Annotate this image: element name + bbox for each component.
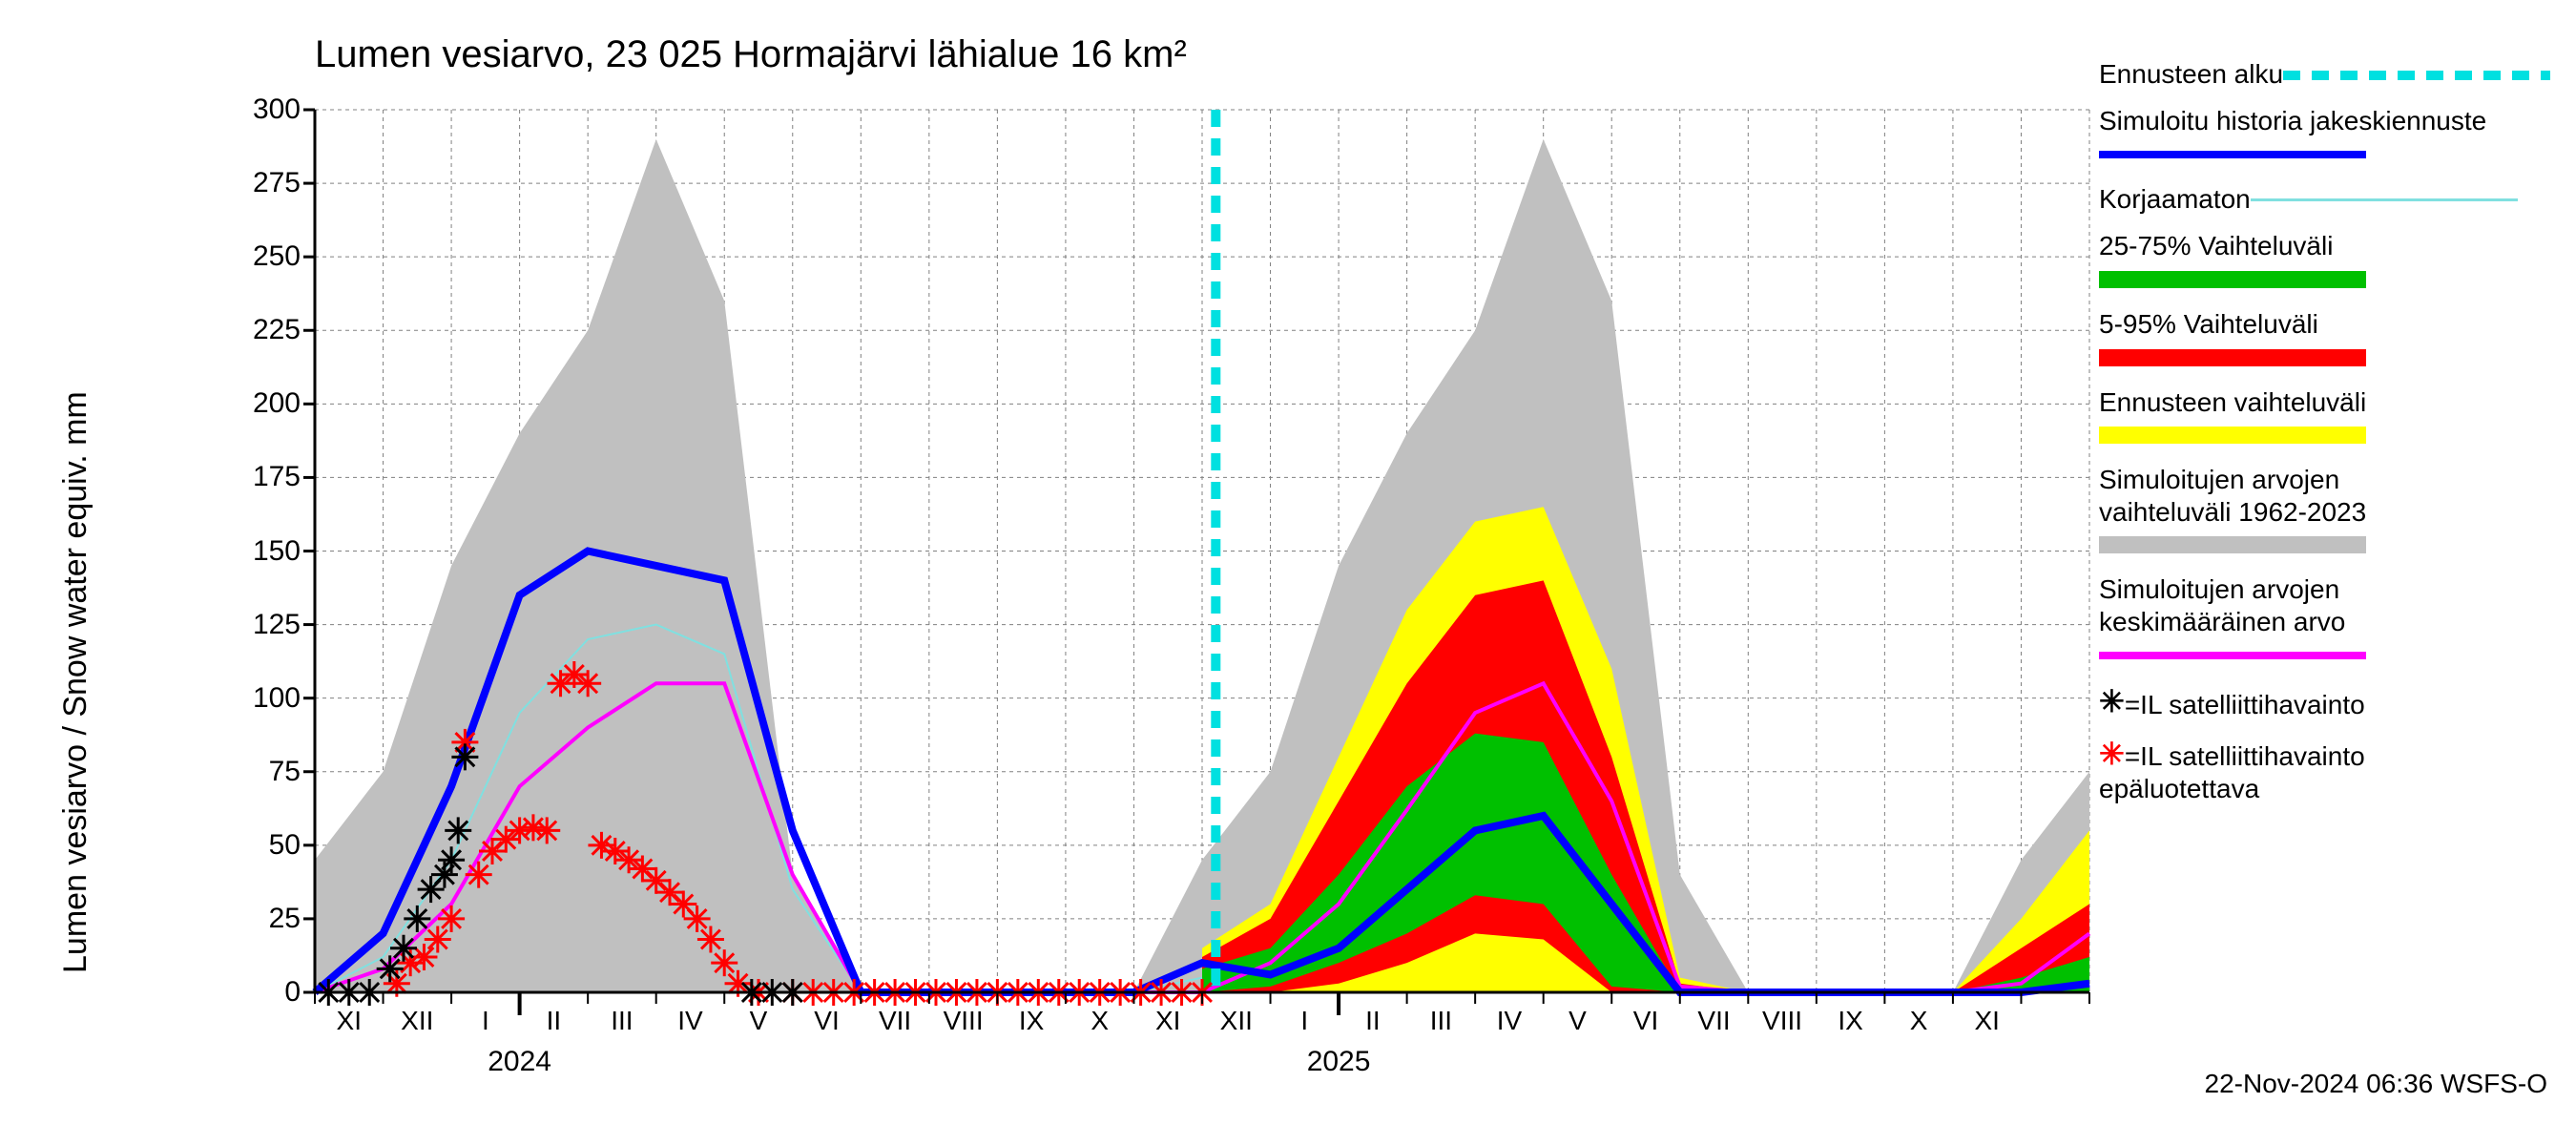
x-month-tick: XII — [379, 1006, 455, 1036]
x-month-tick: XI — [311, 1006, 387, 1036]
legend-item: Ennusteen alku — [2099, 57, 2576, 90]
x-month-tick: I — [447, 1006, 524, 1036]
legend-swatch — [2099, 427, 2366, 444]
legend-item: Simuloitujen arvojenvaihteluväli 1962-20… — [2099, 464, 2576, 558]
x-month-tick: VI — [789, 1006, 865, 1036]
x-month-tick: VIII — [925, 1006, 1002, 1036]
chart-footer: 22-Nov-2024 06:36 WSFS-O — [2205, 1069, 2548, 1099]
y-tick: 75 — [210, 756, 301, 788]
x-month-tick: II — [1335, 1006, 1411, 1036]
y-tick: 125 — [210, 609, 301, 641]
legend: Ennusteen alkuSimuloitu historia jakeski… — [2099, 57, 2576, 820]
y-tick: 0 — [210, 976, 301, 1009]
y-tick: 100 — [210, 682, 301, 715]
legend-label: epäluotettava — [2099, 774, 2259, 804]
y-tick: 275 — [210, 167, 301, 199]
x-month-tick: II — [515, 1006, 592, 1036]
legend-item: Simuloitu historia jakeskiennuste — [2099, 105, 2576, 168]
x-month-tick: XI — [1130, 1006, 1206, 1036]
legend-label: Ennusteen alku — [2099, 59, 2283, 90]
legend-label: Ennusteen vaihteluväli — [2099, 387, 2366, 418]
legend-label: Simuloitujen arvojen — [2099, 465, 2339, 495]
x-year-tick: 2025 — [1281, 1046, 1396, 1078]
x-month-tick: IV — [652, 1006, 728, 1036]
legend-swatch — [2099, 536, 2366, 553]
x-month-tick: XI — [1949, 1006, 2025, 1036]
x-month-tick: V — [720, 1006, 797, 1036]
legend-swatch — [2283, 71, 2550, 80]
legend-swatch — [2099, 271, 2366, 288]
x-year-tick: 2024 — [463, 1046, 577, 1078]
x-month-tick: X — [1880, 1006, 1957, 1036]
x-month-tick: IX — [993, 1006, 1070, 1036]
legend-label: keskimääräinen arvo — [2099, 607, 2345, 637]
x-month-tick: VII — [1676, 1006, 1753, 1036]
y-tick: 175 — [210, 461, 301, 493]
legend-label: Simuloitujen arvojen — [2099, 574, 2339, 605]
legend-swatch — [2251, 198, 2518, 201]
legend-label: vaihteluväli 1962-2023 — [2099, 497, 2366, 528]
legend-swatch — [2099, 151, 2366, 158]
legend-label: =IL satelliittihavainto — [2125, 741, 2365, 772]
x-month-tick: IX — [1813, 1006, 1889, 1036]
y-tick: 25 — [210, 903, 301, 935]
legend-item: 25-75% Vaihteluväli — [2099, 230, 2576, 293]
y-tick: 150 — [210, 535, 301, 568]
legend-label: 5-95% Vaihteluväli — [2099, 309, 2318, 340]
y-tick: 200 — [210, 387, 301, 420]
legend-label: =IL satelliittihavainto — [2125, 690, 2365, 720]
x-month-tick: VIII — [1744, 1006, 1820, 1036]
legend-label: Korjaamaton — [2099, 184, 2251, 215]
legend-item: Korjaamaton — [2099, 182, 2576, 215]
x-month-tick: I — [1266, 1006, 1342, 1036]
x-month-tick: IV — [1471, 1006, 1548, 1036]
x-month-tick: VII — [857, 1006, 933, 1036]
legend-marker-icon: ✳ — [2099, 684, 2125, 718]
legend-item: ✳=IL satelliittihavainto — [2099, 683, 2576, 720]
x-month-tick: III — [1402, 1006, 1479, 1036]
y-tick: 225 — [210, 314, 301, 346]
legend-label: 25-75% Vaihteluväli — [2099, 231, 2333, 261]
legend-label: keskiennuste — [2331, 106, 2486, 136]
legend-item: Ennusteen vaihteluväli — [2099, 385, 2576, 448]
y-tick: 300 — [210, 94, 301, 126]
x-month-tick: VI — [1608, 1006, 1684, 1036]
legend-swatch — [2099, 652, 2366, 659]
x-month-tick: III — [584, 1006, 660, 1036]
x-month-tick: V — [1539, 1006, 1615, 1036]
chart-root: Lumen vesiarvo, 23 025 Hormajärvi lähial… — [0, 0, 2576, 1145]
legend-item: 5-95% Vaihteluväli — [2099, 307, 2576, 370]
legend-item: Simuloitujen arvojenkeskimääräinen arvo — [2099, 573, 2576, 668]
legend-swatch — [2099, 349, 2366, 366]
legend-item: ✳=IL satelliittihavaintoepäluotettava — [2099, 736, 2576, 804]
x-month-tick: XII — [1198, 1006, 1275, 1036]
y-tick: 50 — [210, 829, 301, 862]
x-month-tick: X — [1062, 1006, 1138, 1036]
y-tick: 250 — [210, 240, 301, 273]
legend-marker-icon: ✳ — [2099, 737, 2125, 771]
legend-label: Simuloitu historia ja — [2099, 106, 2331, 136]
